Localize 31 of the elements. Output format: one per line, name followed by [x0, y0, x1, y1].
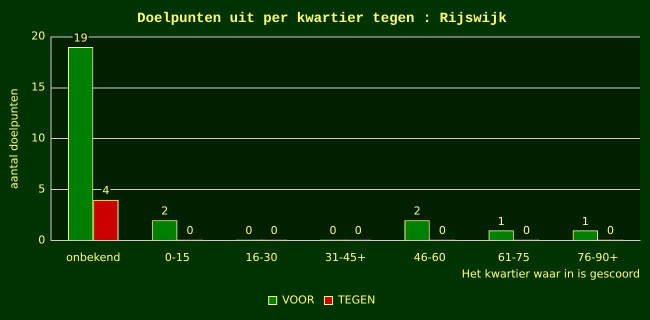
x-tick-label: 46-60: [414, 251, 446, 264]
data-label: 4: [102, 184, 110, 198]
data-label: 1: [498, 214, 505, 228]
x-tick-label: 0-15: [164, 251, 190, 264]
chart-title: Doelpunten uit per kwartier tegen : Rijswijk: [137, 10, 507, 27]
y-tick-label: 5: [38, 182, 46, 196]
data-label: 0: [438, 224, 446, 237]
x-tick-label: onbekend: [66, 251, 120, 264]
y-tick-label: 20: [31, 30, 46, 43]
data-label: 1: [582, 214, 589, 228]
data-label: 0: [329, 224, 336, 237]
data-label: 0: [522, 224, 530, 237]
data-label: 0: [270, 224, 278, 237]
legend-label: TEGEN: [336, 293, 376, 306]
legend-label: VOOR: [282, 293, 315, 306]
y-tick-label: 10: [31, 132, 46, 145]
y-tick-label: 15: [31, 80, 46, 94]
y-tick-label: 0: [38, 233, 46, 246]
y-axis-title: aantal doelpunten: [7, 88, 20, 189]
x-tick-label: 31-45+: [325, 251, 366, 264]
data-label: 0: [607, 224, 614, 237]
data-label: 19: [74, 31, 88, 44]
x-tick-label: 16-30: [246, 251, 278, 264]
data-label: 2: [161, 204, 168, 218]
x-axis-title: Het kwartier waar in is gescoord: [462, 267, 640, 280]
x-tick-label: 61-75: [498, 251, 530, 264]
x-tick-label: 76-90+: [577, 251, 619, 264]
data-label: 0: [354, 224, 362, 237]
data-label: 0: [186, 224, 194, 237]
data-label: 2: [414, 204, 421, 218]
data-label: 0: [245, 224, 252, 237]
